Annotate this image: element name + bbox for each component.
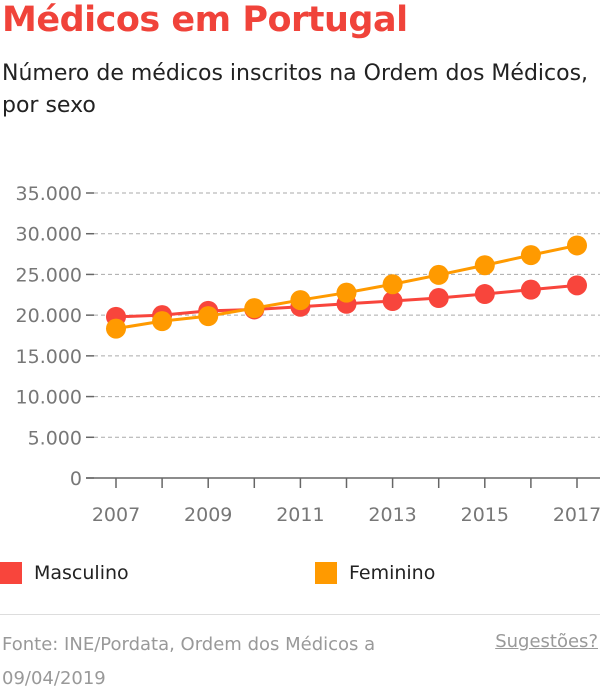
y-tick-label: 5.000 — [28, 427, 82, 449]
data-point — [520, 279, 541, 300]
y-tick-label: 25.000 — [16, 264, 82, 286]
divider — [0, 614, 600, 615]
line-chart: 0 5.000 10.000 15.000 20.000 25.000 30.000 35.0… — [16, 183, 600, 526]
data-point — [106, 318, 126, 339]
data-point — [567, 275, 587, 296]
y-tick-label: 20.000 — [16, 305, 82, 327]
data-point — [474, 284, 495, 305]
x-tick-label: 2015 — [461, 504, 509, 526]
data-point — [152, 311, 173, 332]
data-point — [290, 290, 311, 311]
suggestions-link[interactable]: Sugestões? — [495, 631, 598, 652]
legend-item-feminino: Feminino — [315, 562, 435, 584]
y-tick-label: 35.000 — [16, 183, 82, 205]
data-point — [474, 255, 495, 276]
data-point — [520, 245, 541, 266]
data-point — [336, 282, 357, 303]
data-point — [567, 235, 587, 256]
data-point — [382, 274, 403, 295]
x-tick-label: 2011 — [276, 504, 324, 526]
y-tick-label: 10.000 — [16, 387, 82, 409]
legend-swatch — [315, 562, 337, 584]
x-tick-label: 2009 — [184, 504, 232, 526]
x-tick-label: 2007 — [92, 504, 140, 526]
data-point — [428, 264, 449, 285]
chart-subtitle: Número de médicos inscritos na Ordem dos… — [2, 61, 589, 118]
chart-title: Médicos em Portugal — [2, 0, 408, 40]
legend-item-masculino: Masculino — [0, 562, 129, 584]
data-point — [244, 298, 265, 319]
y-tick-label: 30.000 — [16, 224, 82, 246]
data-point — [198, 306, 219, 327]
legend-label: Masculino — [34, 562, 129, 584]
data-point — [428, 288, 449, 309]
x-tick-label: 2017 — [553, 504, 600, 526]
source-note: Fonte: INE/Pordata, Ordem dos Médicos a … — [2, 634, 376, 689]
y-tick-label: 0 — [70, 468, 82, 490]
y-tick-label: 15.000 — [16, 346, 82, 368]
x-tick-label: 2013 — [368, 504, 416, 526]
legend-swatch — [0, 562, 22, 584]
legend-label: Feminino — [349, 562, 436, 584]
data-point — [382, 291, 403, 312]
